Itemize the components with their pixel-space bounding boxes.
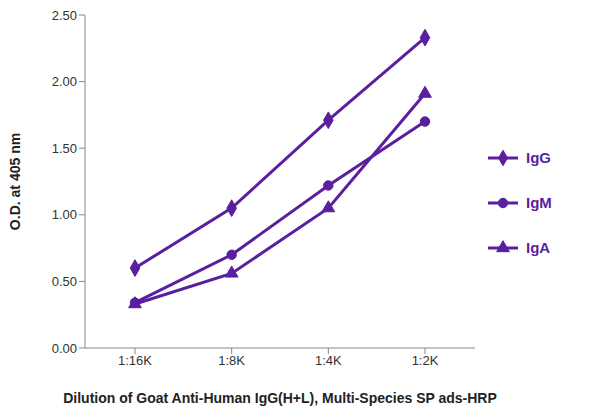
- svg-text:1.50: 1.50: [52, 141, 77, 156]
- svg-text:1:4K: 1:4K: [315, 353, 342, 368]
- svg-text:1:16K: 1:16K: [118, 353, 152, 368]
- svg-text:1:2K: 1:2K: [412, 353, 439, 368]
- svg-text:2.00: 2.00: [52, 74, 77, 89]
- svg-text:1.00: 1.00: [52, 207, 77, 222]
- svg-text:1:8K: 1:8K: [218, 353, 245, 368]
- svg-text:Dilution of Goat Anti-Human Ig: Dilution of Goat Anti-Human IgG(H+L), Mu…: [63, 390, 497, 406]
- svg-text:0.00: 0.00: [52, 341, 77, 356]
- html-text:IgM: IgM: [526, 194, 552, 211]
- svg-text:O.D. at 405 nm: O.D. at 405 nm: [8, 133, 23, 230]
- svg-text:2.50: 2.50: [52, 8, 77, 23]
- html-text:IgA: IgA: [526, 239, 551, 256]
- svg-text:0.50: 0.50: [52, 274, 77, 289]
- html-text:IgG: IgG: [526, 149, 551, 166]
